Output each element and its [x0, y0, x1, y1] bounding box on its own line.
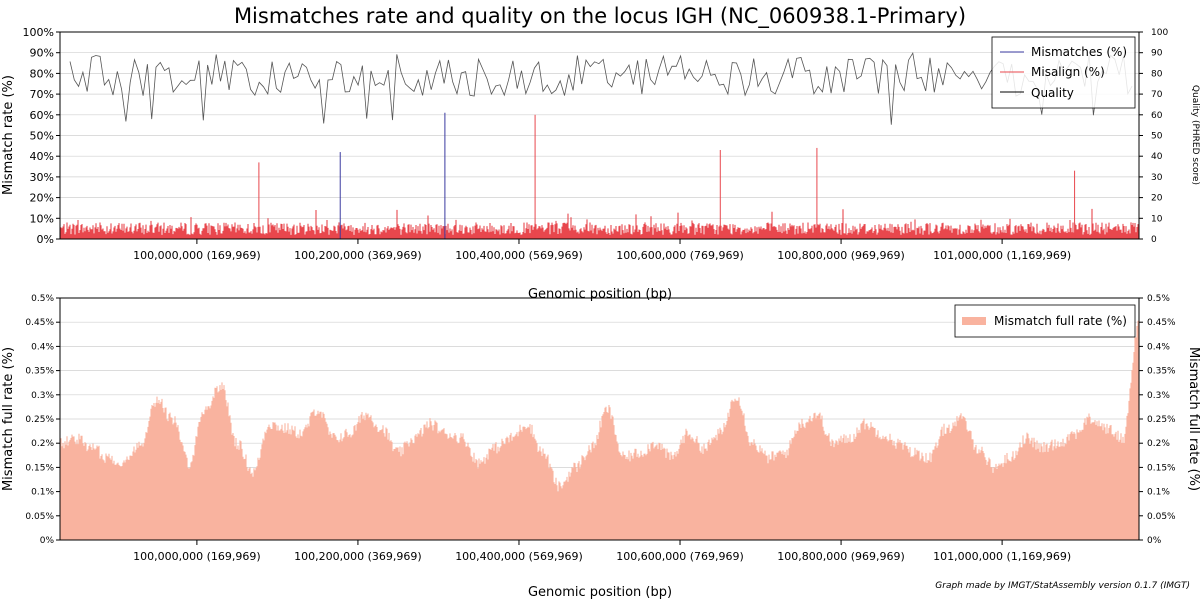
y2-tick-label: 10 [1151, 214, 1163, 224]
y2-tick-label: 0.4% [1147, 342, 1170, 352]
y-tick-label: 40% [30, 150, 54, 163]
mismatch-full-rate-y-label: Mismatch full rate (%) [1, 347, 16, 491]
y2-tick-label: 0.5% [1147, 294, 1170, 304]
misalign-background-bars [60, 208, 1139, 239]
y-tick-label: 0.5% [31, 294, 54, 304]
mismatch-full-rate-x-label: Genomic position (bp) [528, 585, 672, 600]
y-tick-label: 0.1% [31, 488, 54, 498]
y-tick-label: 10% [30, 212, 54, 225]
y-tick-label: 0.45% [25, 318, 54, 328]
x-tick-label: 100,200,000 (369,969) [294, 249, 422, 262]
mismatch-full-rate-area [60, 320, 1139, 540]
mismatch-full-rate-y2-ticks: 0% 0.05% 0.1% 0.15% 0.2% 0.25% 0.3% 0.35% 0.4% 0.… [1139, 294, 1176, 546]
x-tick-label: 100,600,000 (769,969) [616, 249, 744, 262]
legend-misalign: Misalign (%) [1031, 65, 1105, 79]
y-tick-label: 70% [30, 88, 54, 101]
quality-y-ticks: 0 10 20 30 40 50 60 70 80 90 100 [1139, 28, 1168, 245]
mismatch-rate-legend: Mismatches (%) Misalign (%) Quality [991, 36, 1136, 109]
mismatch-full-rate-y-ticks: 0% 0.05% 0.1% 0.15% 0.2% 0.25% 0.3% 0.35% 0.4% 0.… [25, 294, 60, 546]
y2-tick-label: 0 [1151, 235, 1157, 245]
mismatch-full-rate-x-ticks: 100,000,000 (169,969) 100,200,000 (369,96… [133, 540, 1071, 563]
x-tick-label: 100,800,000 (969,969) [777, 249, 905, 262]
y2-tick-label: 0% [1147, 536, 1162, 546]
y-tick-label: 60% [30, 109, 54, 122]
y-tick-label: 20% [30, 192, 54, 205]
y2-tick-label: 0.1% [1147, 488, 1170, 498]
y2-tick-label: 0.3% [1147, 391, 1170, 401]
y2-tick-label: 0.05% [1147, 512, 1176, 522]
quality-y-label: Quality (PHRED score) [1190, 85, 1200, 185]
y2-tick-label: 0.25% [1147, 415, 1176, 425]
x-tick-label: 100,200,000 (369,969) [294, 550, 422, 563]
mismatch-rate-x-label: Genomic position (bp) [528, 287, 672, 302]
y2-tick-label: 0.2% [1147, 439, 1170, 449]
x-tick-label: 100,000,000 (169,969) [133, 550, 261, 563]
y-tick-label: 0.2% [31, 439, 54, 449]
x-tick-label: 101,000,000 (1,169,969) [933, 249, 1071, 262]
y2-tick-label: 100 [1151, 28, 1168, 38]
y2-tick-label: 90 [1151, 49, 1163, 59]
y-tick-label: 0.25% [25, 415, 54, 425]
chart-title: Mismatches rate and quality on the locus… [234, 4, 966, 29]
y-tick-label: 30% [30, 171, 54, 184]
y-tick-label: 0.35% [25, 367, 54, 377]
quality-line [69, 51, 1133, 125]
x-tick-label: 100,600,000 (769,969) [616, 550, 744, 563]
y-tick-label: 80% [30, 67, 54, 80]
x-tick-label: 100,800,000 (969,969) [777, 550, 905, 563]
x-tick-label: 101,000,000 (1,169,969) [933, 550, 1071, 563]
y2-tick-label: 0.45% [1147, 318, 1176, 328]
y-tick-label: 100% [23, 26, 54, 39]
y2-tick-label: 0.35% [1147, 367, 1176, 377]
legend-full-rate-swatch [962, 317, 986, 325]
mismatch-rate-y-label: Mismatch rate (%) [1, 75, 16, 195]
y2-tick-label: 70 [1151, 90, 1163, 100]
y-tick-label: 0% [40, 536, 55, 546]
y-tick-label: 0.15% [25, 463, 54, 473]
y2-tick-label: 20 [1151, 194, 1163, 204]
y-tick-label: 0.05% [25, 512, 54, 522]
x-tick-label: 100,000,000 (169,969) [133, 249, 261, 262]
y-tick-label: 0% [37, 233, 54, 246]
legend-mismatches: Mismatches (%) [1031, 45, 1127, 59]
x-tick-label: 100,400,000 (569,969) [455, 249, 583, 262]
mismatch-rate-panel: 0% 10% 20% 30% 40% 50% 60% 70% 80% 90% 100% 0 10 20 3… [1, 26, 1200, 302]
mismatch-full-rate-panel: 0% 0.05% 0.1% 0.15% 0.2% 0.25% 0.3% 0.35% 0.4% 0.… [1, 294, 1200, 600]
credit-text: Graph made by IMGT/StatAssembly version … [935, 581, 1190, 591]
y2-tick-label: 50 [1151, 132, 1163, 142]
y2-tick-label: 30 [1151, 173, 1163, 183]
y-tick-label: 90% [30, 47, 54, 60]
y2-tick-label: 40 [1151, 152, 1163, 162]
mismatch-full-rate-y2-label: Mismatch full rate (%) [1186, 347, 1200, 491]
x-tick-label: 100,400,000 (569,969) [455, 550, 583, 563]
y-tick-label: 50% [30, 130, 54, 143]
mismatch-rate-x-ticks: 100,000,000 (169,969) 100,200,000 (369,96… [133, 239, 1071, 262]
mismatch-peaks [258, 112, 1076, 239]
y2-tick-label: 0.15% [1147, 463, 1176, 473]
mismatch-full-rate-bars [60, 320, 1139, 540]
mismatch-rate-y-ticks: 0% 10% 20% 30% 40% 50% 60% 70% 80% 90% 100% [23, 26, 60, 246]
y-tick-label: 0.4% [31, 342, 54, 352]
y-tick-label: 0.3% [31, 391, 54, 401]
y2-tick-label: 60 [1151, 111, 1163, 121]
legend-full-rate: Mismatch full rate (%) [994, 314, 1127, 328]
legend-quality: Quality [1031, 86, 1074, 100]
misalign-bars [60, 208, 1139, 239]
y2-tick-label: 80 [1151, 69, 1163, 79]
mismatch-full-rate-legend: Mismatch full rate (%) [954, 304, 1136, 338]
